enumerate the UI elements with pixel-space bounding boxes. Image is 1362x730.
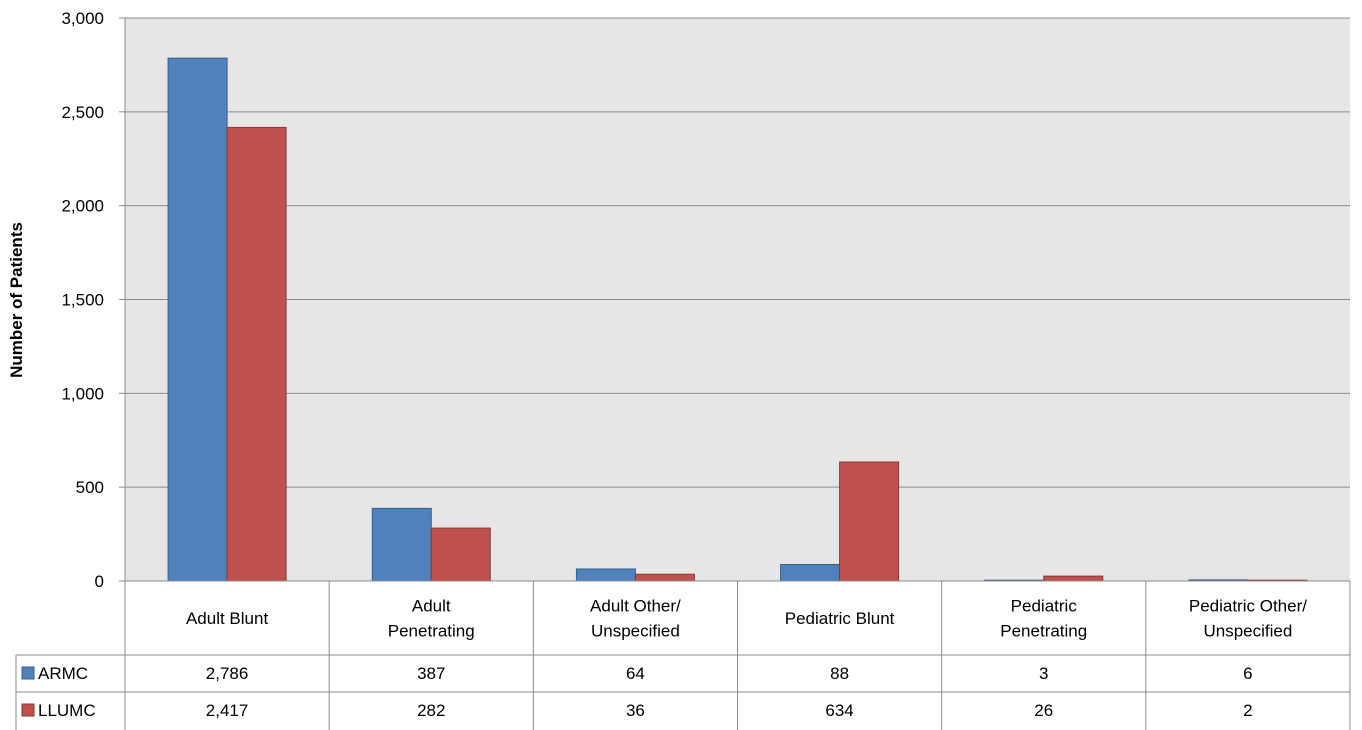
y-axis-ticks: 0 500 1,000 1,500 2,000 2,500 3,000	[61, 9, 126, 591]
data-label: 6	[1243, 664, 1252, 683]
data-label: 36	[626, 701, 645, 720]
legend-key-armc	[21, 666, 35, 680]
category-label: Adult Other/	[590, 597, 681, 616]
bar-armc	[371, 507, 432, 582]
bar-armc	[575, 568, 636, 582]
category-label: Penetrating	[388, 622, 475, 641]
y-tick-label: 3,000	[61, 9, 104, 28]
data-table: Adult Blunt Adult Penetrating Adult Other/U…	[15, 580, 1351, 730]
category-label: Adult	[412, 597, 451, 616]
bar-armc	[167, 57, 228, 582]
legend-label-armc: ARMC	[38, 664, 88, 683]
gridlines	[125, 17, 1350, 488]
bar-llumc	[1043, 575, 1104, 582]
data-label: 2,417	[206, 701, 249, 720]
data-label: 64	[626, 664, 645, 683]
category-label: Penetrating	[1000, 622, 1087, 641]
category-label: Pediatric Other/	[1189, 597, 1307, 616]
y-tick-label: 500	[76, 478, 104, 497]
data-label: 88	[830, 664, 849, 683]
data-label: 2	[1243, 701, 1252, 720]
data-label: 26	[1034, 701, 1053, 720]
legend-key-llumc	[21, 703, 35, 717]
y-tick-label: 0	[95, 572, 104, 591]
data-label: 3	[1039, 664, 1048, 683]
category-label: Pediatric	[1011, 597, 1078, 616]
bars	[167, 57, 1308, 582]
bar-llumc	[839, 461, 900, 582]
y-tick-label: 1,500	[61, 291, 104, 310]
y-tick-label: 2,000	[61, 197, 104, 216]
y-tick-label: 1,000	[61, 384, 104, 403]
bar-llumc	[430, 527, 491, 582]
data-label: 2,786	[206, 664, 249, 683]
bar-armc	[780, 563, 841, 582]
data-label: 387	[417, 664, 445, 683]
category-label: Unspecified	[1204, 622, 1293, 641]
category-label: Unspecified	[591, 622, 680, 641]
y-axis-label: Number of Patients	[7, 222, 26, 378]
category-label: Pediatric Blunt	[785, 609, 895, 628]
data-label: 282	[417, 701, 445, 720]
y-tick-label: 2,500	[61, 103, 104, 122]
bar-llumc	[634, 573, 695, 582]
bar-llumc	[226, 126, 287, 582]
legend-label-llumc: LLUMC	[38, 701, 96, 720]
category-label: Adult Blunt	[186, 609, 268, 628]
data-label: 634	[825, 701, 853, 720]
